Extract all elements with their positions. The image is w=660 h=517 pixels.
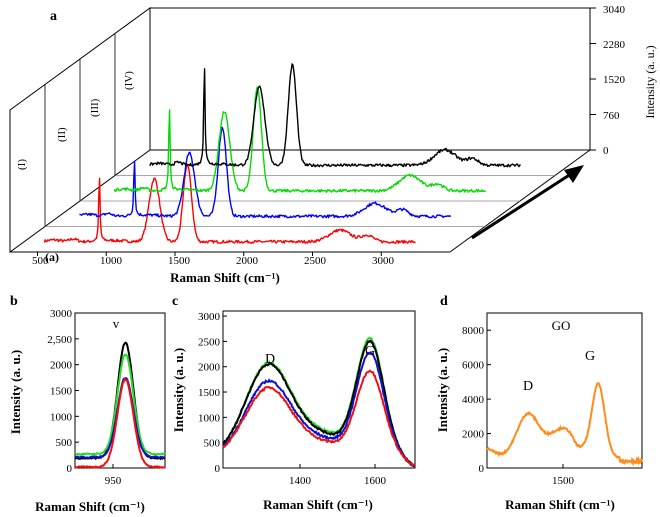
series-label-ii: (II) bbox=[56, 127, 68, 142]
panel-d-series-GO bbox=[486, 381, 643, 467]
panel-a-z-tick-1520: 1520 bbox=[603, 74, 626, 86]
panel-a-series-2 bbox=[79, 126, 452, 219]
panel-a-z-tick-marks bbox=[590, 7, 596, 151]
panel-b-y-tick-1000: 1000 bbox=[50, 411, 73, 423]
panel-a-series-3 bbox=[113, 86, 487, 193]
panel-d-d-annotation: D bbox=[523, 379, 533, 394]
panel-d-label: d bbox=[440, 294, 448, 309]
panel-a-curves bbox=[43, 63, 521, 244]
panel-a-tick-500: 500 bbox=[32, 255, 49, 267]
panel-d-axes-frame bbox=[486, 312, 643, 469]
panel-c-x-axis-label: Raman Shift (cm⁻¹) bbox=[263, 497, 373, 512]
panel-c-y-tick-500: 500 bbox=[204, 438, 221, 450]
panel-b-series-blue bbox=[74, 377, 166, 460]
panel-d: d 0 2000 4000 6000 8000 1500 GO D G Raman Sh… bbox=[435, 294, 643, 512]
panel-a-z-axis-label: Intensity (a. u.) bbox=[643, 45, 657, 118]
panel-c-label: c bbox=[172, 294, 178, 309]
panel-b-x-axis-label: Raman Shift (cm⁻¹) bbox=[35, 499, 145, 514]
panel-b-y-tick-0: 0 bbox=[67, 463, 73, 475]
panel-a-z-tick-760: 760 bbox=[603, 110, 620, 122]
panel-b-y-tick-3000: 3000 bbox=[50, 308, 73, 320]
panel-a-tick-overlay: (a) bbox=[45, 250, 59, 264]
panel-b-y-axis-label: Intensity (a. u.) bbox=[8, 350, 23, 435]
panel-c-y-tick-1000: 1000 bbox=[198, 412, 221, 424]
series-label-iii: (III) bbox=[89, 98, 101, 117]
panel-d-g-annotation: G bbox=[585, 349, 595, 364]
panel-b-series-red bbox=[74, 378, 166, 469]
panel-b-label: b bbox=[10, 294, 18, 309]
panel-b-y-tick-2500: 2,500 bbox=[47, 334, 72, 346]
panel-c-series-red bbox=[222, 369, 416, 467]
panel-a-tick-1500: 1500 bbox=[168, 255, 191, 267]
panel-d-curves bbox=[486, 381, 643, 467]
panel-c-d-annotation: D bbox=[265, 352, 275, 367]
panel-c-y-tick-1500: 1500 bbox=[198, 387, 221, 399]
panel-d-x-tick-1500: 1500 bbox=[552, 475, 575, 487]
panel-b-y-tick-2000: 2000 bbox=[50, 360, 73, 372]
panel-a-label: a bbox=[50, 9, 57, 24]
panel-b-y-tick-500: 500 bbox=[56, 437, 73, 449]
panel-d-y-tick-0: 0 bbox=[479, 463, 485, 475]
panel-b-y-ticks: 0 500 1000 1500 2000 2,500 3000 bbox=[47, 308, 79, 475]
panel-b-x-tick-950: 950 bbox=[105, 475, 122, 487]
panel-c-series-blue bbox=[222, 351, 416, 467]
panel-d-y-axis-label: Intensity (a. u.) bbox=[435, 348, 450, 433]
panel-a-tick-3000: 3000 bbox=[372, 255, 395, 267]
panel-d-y-tick-8000: 8000 bbox=[462, 325, 485, 337]
panel-a-x-axis-label: Raman Shift (cm⁻¹) bbox=[170, 270, 280, 285]
panel-c-x-tick-1600: 1600 bbox=[364, 475, 387, 487]
panel-a-tick-2500: 2500 bbox=[304, 255, 327, 267]
panel-a-z-tick-3040: 3040 bbox=[603, 4, 626, 16]
panel-c-curves bbox=[222, 336, 416, 468]
panel-d-y-ticks: 0 2000 4000 6000 8000 bbox=[462, 325, 491, 475]
panel-c-y-tick-3000: 3000 bbox=[198, 311, 221, 323]
panel-d-x-axis-label: Raman Shift (cm⁻¹) bbox=[505, 497, 615, 512]
panel-a-series-arrow bbox=[471, 165, 584, 240]
panel-c: c 0 500 1000 1500 2000 2500 3000 1400 1600 D G… bbox=[171, 294, 416, 512]
panel-c-y-axis-label: Intensity (a. u.) bbox=[171, 348, 186, 433]
panel-c-axes-frame bbox=[222, 310, 416, 469]
panel-c-y-tick-2000: 2000 bbox=[198, 362, 221, 374]
panel-b: b 0 500 1000 1500 2000 2,500 3000 950 v Raman … bbox=[8, 294, 166, 514]
panel-a-series-4 bbox=[149, 63, 521, 168]
series-label-i: (I) bbox=[16, 159, 28, 170]
panel-a: a (I) (II) (III) (IV) 500 (a) 1000 1500 … bbox=[9, 4, 657, 285]
panel-c-y-tick-0: 0 bbox=[215, 463, 221, 475]
panel-a-x-tick-marks bbox=[37, 252, 382, 256]
panel-b-y-tick-1500: 1500 bbox=[50, 386, 73, 398]
panel-b-series-green bbox=[74, 353, 166, 456]
panel-d-y-tick-4000: 4000 bbox=[462, 394, 485, 406]
panel-d-y-tick-6000: 6000 bbox=[462, 360, 485, 372]
panel-d-go-annotation: GO bbox=[552, 318, 571, 333]
panel-a-z-tick-2280: 2280 bbox=[603, 39, 626, 51]
panel-b-curves bbox=[74, 341, 166, 469]
panel-c-g-annotation: G bbox=[365, 344, 375, 359]
panel-c-y-tick-2500: 2500 bbox=[198, 336, 221, 348]
panel-c-x-tick-1400: 1400 bbox=[289, 475, 312, 487]
panel-a-series-1 bbox=[43, 164, 416, 244]
panel-b-v-annotation: v bbox=[113, 316, 120, 331]
panel-a-tick-1000: 1000 bbox=[100, 255, 123, 267]
panel-a-z-tick-0: 0 bbox=[603, 145, 609, 157]
panel-a-tick-2000: 2000 bbox=[236, 255, 259, 267]
panel-a-floor-grid bbox=[44, 34, 555, 227]
panel-c-series-black bbox=[222, 339, 416, 468]
series-label-iv: (IV) bbox=[123, 71, 135, 90]
panel-d-y-tick-2000: 2000 bbox=[462, 429, 485, 441]
